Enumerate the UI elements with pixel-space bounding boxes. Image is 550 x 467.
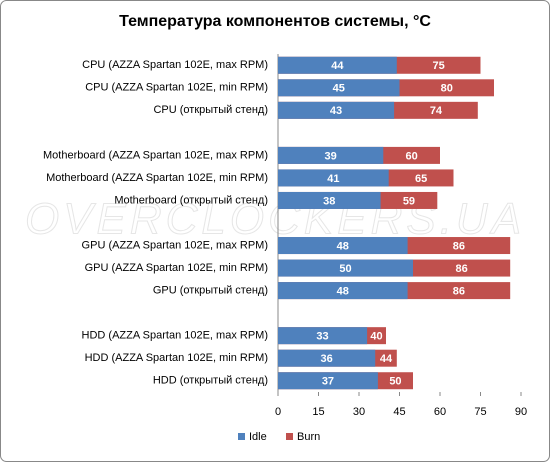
value-label: 43 bbox=[330, 105, 342, 117]
bar bbox=[278, 259, 413, 277]
value-label: 37 bbox=[322, 376, 334, 388]
y-tick-label: Motherboard (AZZA Spartan 102E, min RPM) bbox=[46, 172, 268, 184]
value-label: 50 bbox=[389, 376, 401, 388]
value-label: 45 bbox=[333, 83, 345, 95]
legend-swatch bbox=[238, 433, 245, 440]
value-label: 48 bbox=[337, 286, 349, 298]
y-tick-label: HDD (AZZA Spartan 102E, max RPM) bbox=[82, 330, 268, 342]
x-tick-label: 0 bbox=[275, 406, 281, 418]
value-label: 59 bbox=[403, 195, 415, 207]
value-label: 74 bbox=[430, 105, 443, 117]
bar bbox=[278, 101, 395, 119]
watermark: OVERCLOCKERS.UA bbox=[25, 195, 525, 244]
bar bbox=[278, 169, 389, 187]
value-label: 65 bbox=[415, 173, 427, 185]
value-label: 80 bbox=[441, 83, 453, 95]
value-label: 36 bbox=[320, 353, 332, 365]
bar bbox=[278, 237, 408, 255]
y-tick-label: HDD (открытый стенд) bbox=[153, 375, 268, 387]
y-tick-label: Motherboard (открытый стенд) bbox=[114, 194, 268, 206]
bar bbox=[278, 191, 381, 209]
value-label: 40 bbox=[370, 331, 382, 343]
y-tick-label: GPU (AZZA Spartan 102E, min RPM) bbox=[85, 262, 268, 274]
y-tick-label: Motherboard (AZZA Spartan 102E, max RPM) bbox=[43, 149, 268, 161]
value-label: 86 bbox=[455, 263, 467, 275]
value-label: 38 bbox=[323, 195, 335, 207]
y-tick-label: HDD (AZZA Spartan 102E, min RPM) bbox=[85, 352, 268, 364]
y-tick-label: CPU (AZZA Spartan 102E, max RPM) bbox=[82, 59, 268, 71]
bar bbox=[278, 282, 408, 300]
bar bbox=[278, 146, 384, 164]
legend-swatch bbox=[286, 433, 293, 440]
value-label: 41 bbox=[327, 173, 339, 185]
value-label: 86 bbox=[453, 240, 465, 252]
x-tick-label: 75 bbox=[474, 406, 486, 418]
x-tick-label: 15 bbox=[312, 406, 324, 418]
value-label: 48 bbox=[337, 240, 349, 252]
legend-label: Burn bbox=[297, 431, 320, 443]
value-label: 33 bbox=[316, 331, 328, 343]
value-label: 50 bbox=[339, 263, 351, 275]
value-label: 39 bbox=[325, 150, 337, 162]
x-tick-label: 90 bbox=[515, 406, 527, 418]
x-tick-label: 30 bbox=[353, 406, 365, 418]
y-tick-label: CPU (AZZA Spartan 102E, min RPM) bbox=[85, 82, 268, 94]
bar bbox=[278, 79, 400, 97]
x-tick-label: 45 bbox=[393, 406, 405, 418]
value-label: 44 bbox=[380, 353, 393, 365]
bar bbox=[278, 327, 368, 345]
bar bbox=[278, 56, 397, 74]
chart-title: Температура компонентов системы, °C bbox=[119, 13, 431, 30]
y-tick-label: CPU (открытый стенд) bbox=[153, 104, 268, 116]
value-label: 75 bbox=[433, 60, 445, 72]
y-tick-label: GPU (AZZA Spartan 102E, max RPM) bbox=[82, 239, 268, 251]
x-tick-label: 60 bbox=[434, 406, 446, 418]
value-label: 44 bbox=[331, 60, 344, 72]
y-tick-label: GPU (открытый стенд) bbox=[153, 285, 268, 297]
value-label: 86 bbox=[453, 286, 465, 298]
value-label: 60 bbox=[406, 150, 418, 162]
bar bbox=[278, 349, 376, 367]
legend-label: Idle bbox=[249, 431, 267, 443]
bar bbox=[278, 372, 378, 390]
